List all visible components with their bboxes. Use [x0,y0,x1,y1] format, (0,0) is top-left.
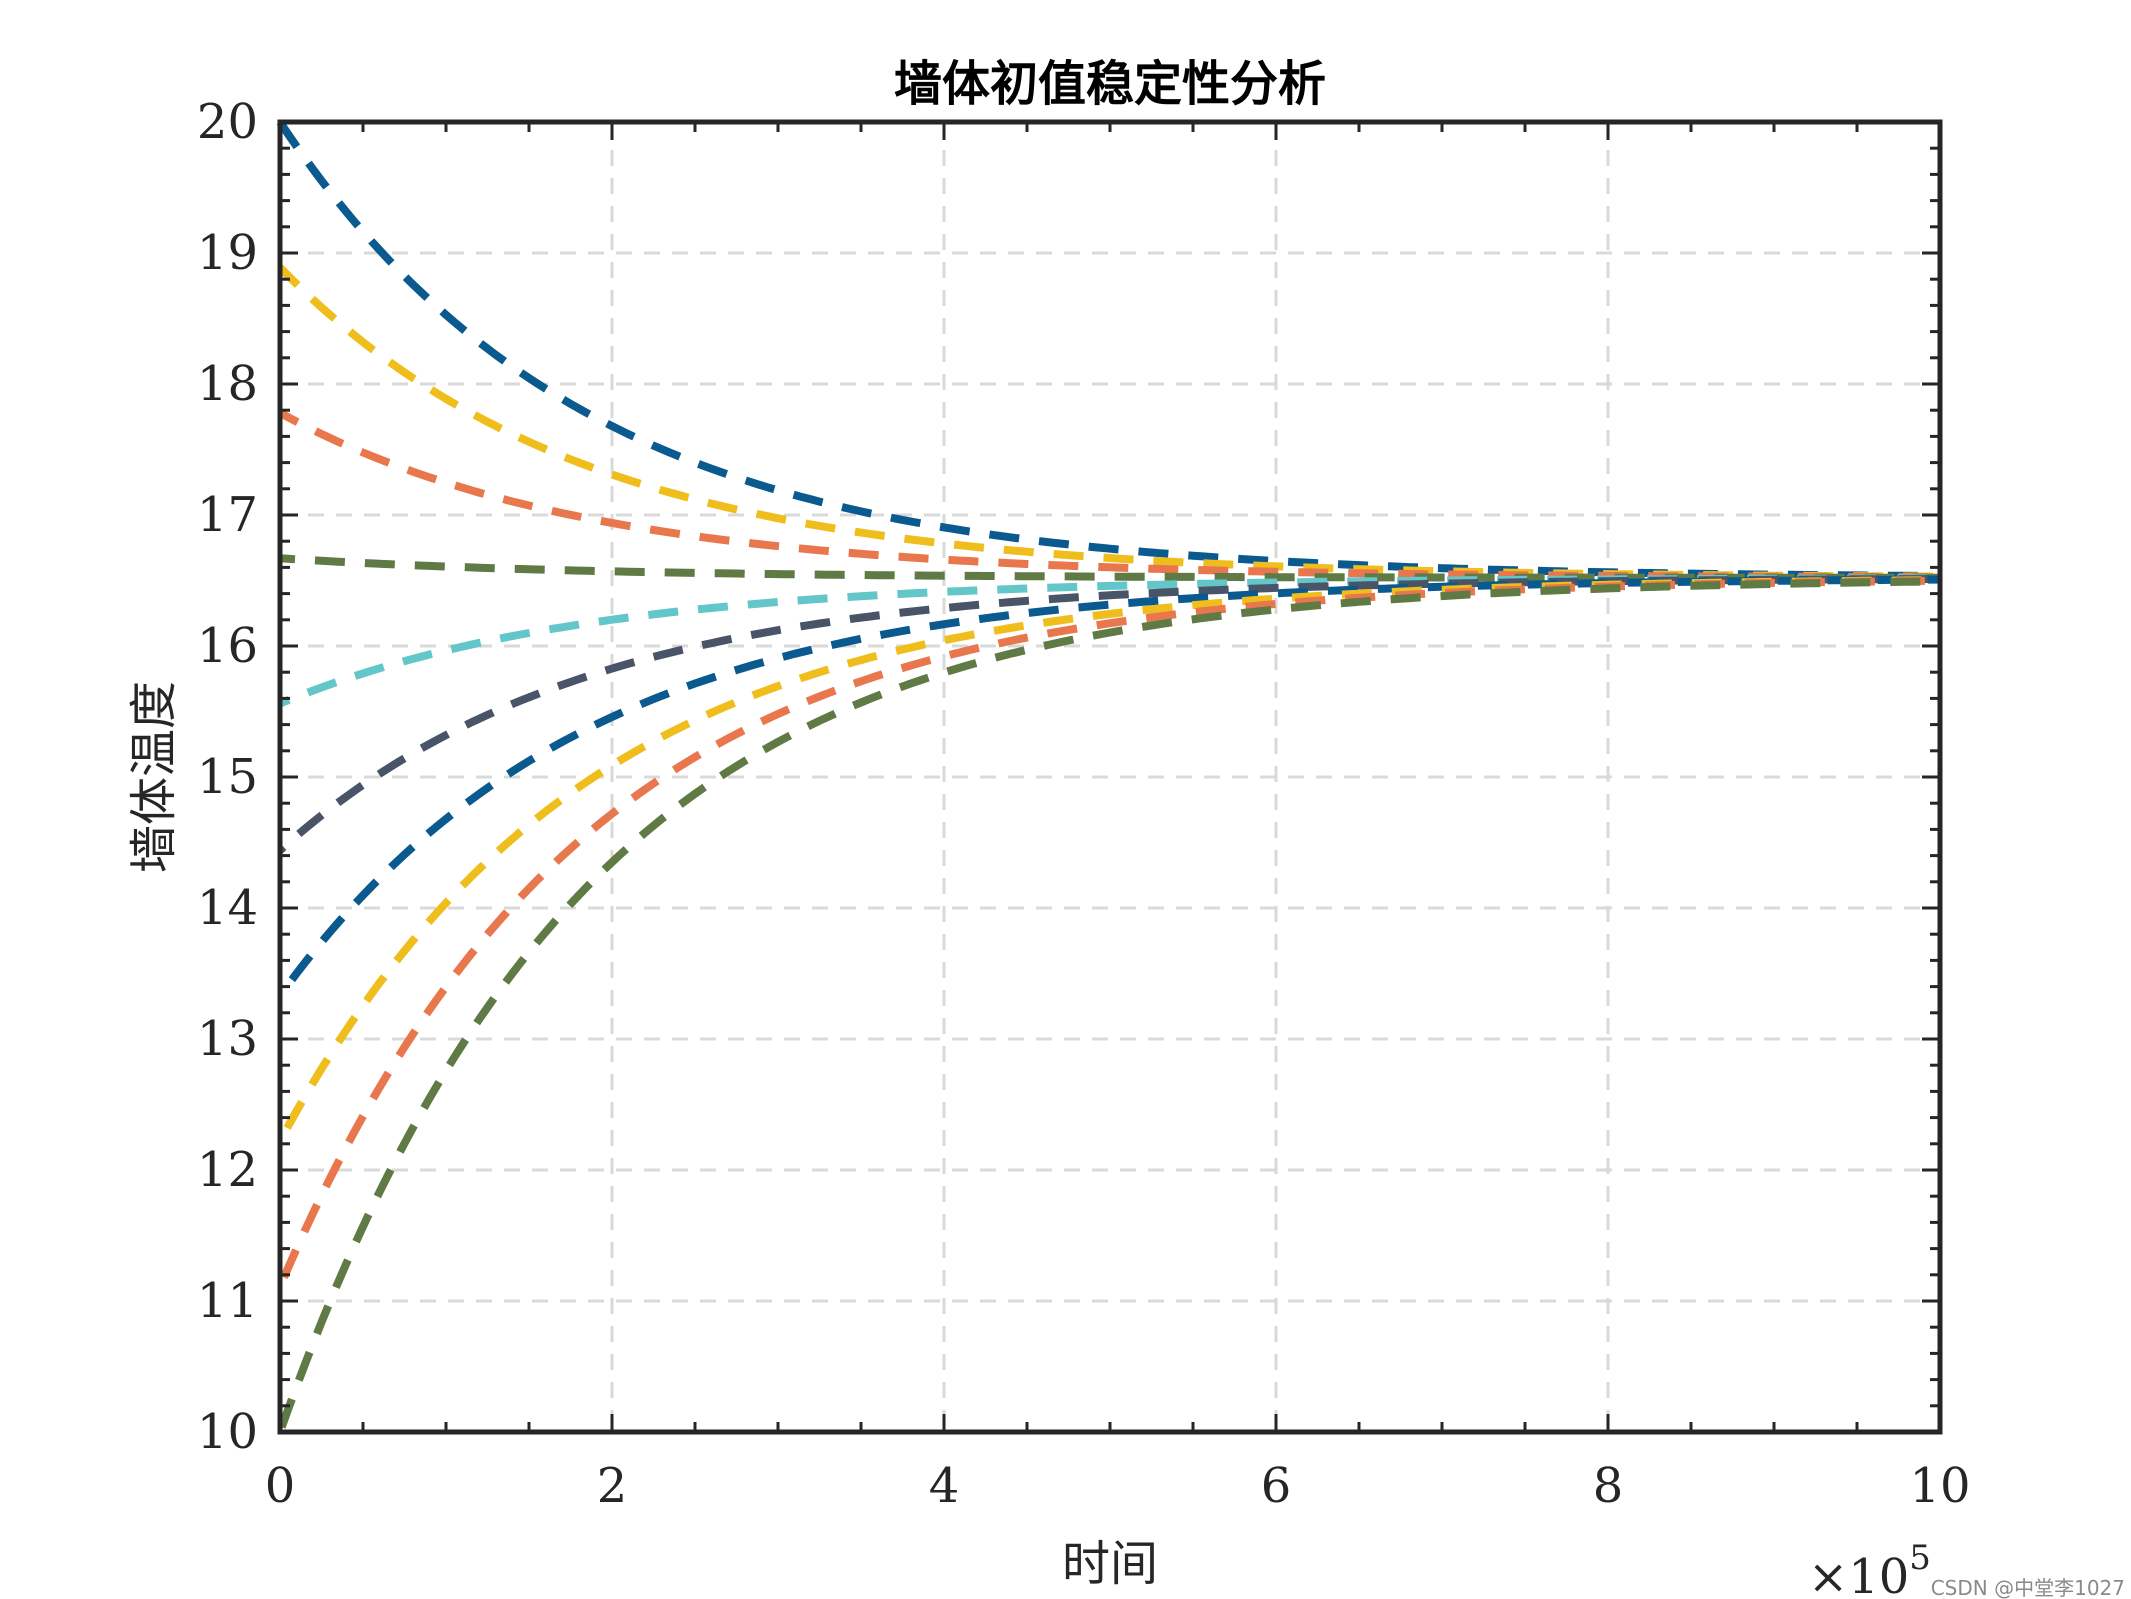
x-exponent-base: ×10 [1808,1549,1909,1599]
x-tick-label: 0 [265,1458,296,1514]
y-axis-label: 墙体温度 [126,681,182,873]
x-exponent-power: 5 [1909,1538,1931,1578]
x-tick-labels: 0 2 4 6 8 10 [265,1458,1971,1514]
x-tick-label: 2 [597,1458,628,1514]
y-tick-label: 20 [197,94,258,150]
chart-title: 墙体初值稳定性分析 [894,56,1326,112]
x-tick-label: 6 [1261,1458,1292,1514]
watermark: CSDN @中堂李1027 [1931,1576,2125,1599]
y-tick-label: 12 [197,1142,258,1198]
series-layer [276,119,1941,1434]
series-line [276,577,1941,1434]
x-axis-label: 时间 [1062,1536,1158,1592]
y-tick-label: 17 [197,487,258,543]
y-tick-label: 13 [197,1011,258,1067]
y-tick-label: 15 [197,749,258,805]
y-tick-label: 14 [197,880,258,936]
tick-layer [278,120,1942,1434]
x-tick-label: 4 [929,1458,960,1514]
series-line [276,575,1940,999]
y-tick-labels: 10 11 12 13 14 15 16 17 18 19 20 [197,94,258,1460]
y-tick-label: 16 [197,618,258,674]
y-tick-label: 19 [197,225,258,281]
y-tick-label: 10 [197,1404,258,1460]
y-tick-label: 18 [197,356,258,412]
y-tick-label: 11 [197,1273,258,1329]
grid-layer [280,122,1940,1432]
x-exponent-label: ×105 [1808,1538,1931,1599]
x-tick-label: 10 [1909,1458,1970,1514]
x-tick-label: 8 [1593,1458,1624,1514]
